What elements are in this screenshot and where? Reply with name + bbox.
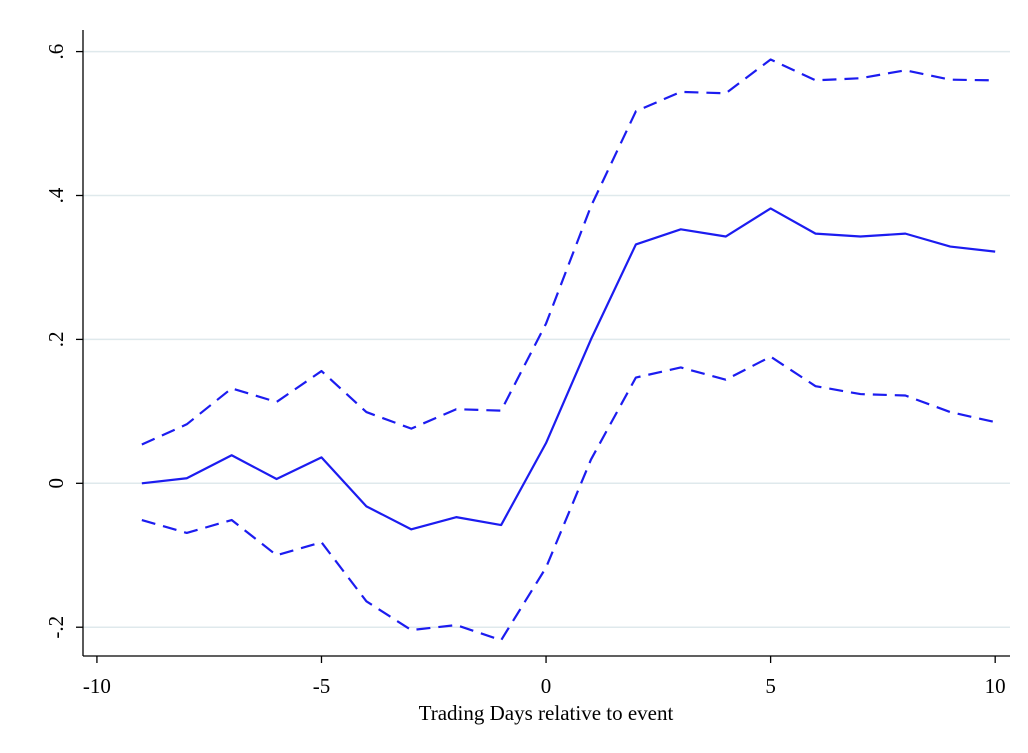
x-axis-label: Trading Days relative to event <box>419 701 674 725</box>
y-tick-label: .6 <box>44 44 68 60</box>
estimate-line <box>141 207 996 531</box>
x-tick-label: -5 <box>313 674 331 698</box>
x-tick-label: -10 <box>83 674 111 698</box>
y-tick-label: .4 <box>44 187 68 203</box>
ci-line <box>141 58 996 446</box>
x-tick-label: 5 <box>765 674 776 698</box>
x-tick-label: 10 <box>985 674 1006 698</box>
x-tick-label: 0 <box>541 674 552 698</box>
y-tick-label: .2 <box>44 332 68 348</box>
y-tick-label: 0 <box>44 478 68 489</box>
ci-line <box>141 355 996 642</box>
y-tick-label: -.2 <box>44 616 68 639</box>
